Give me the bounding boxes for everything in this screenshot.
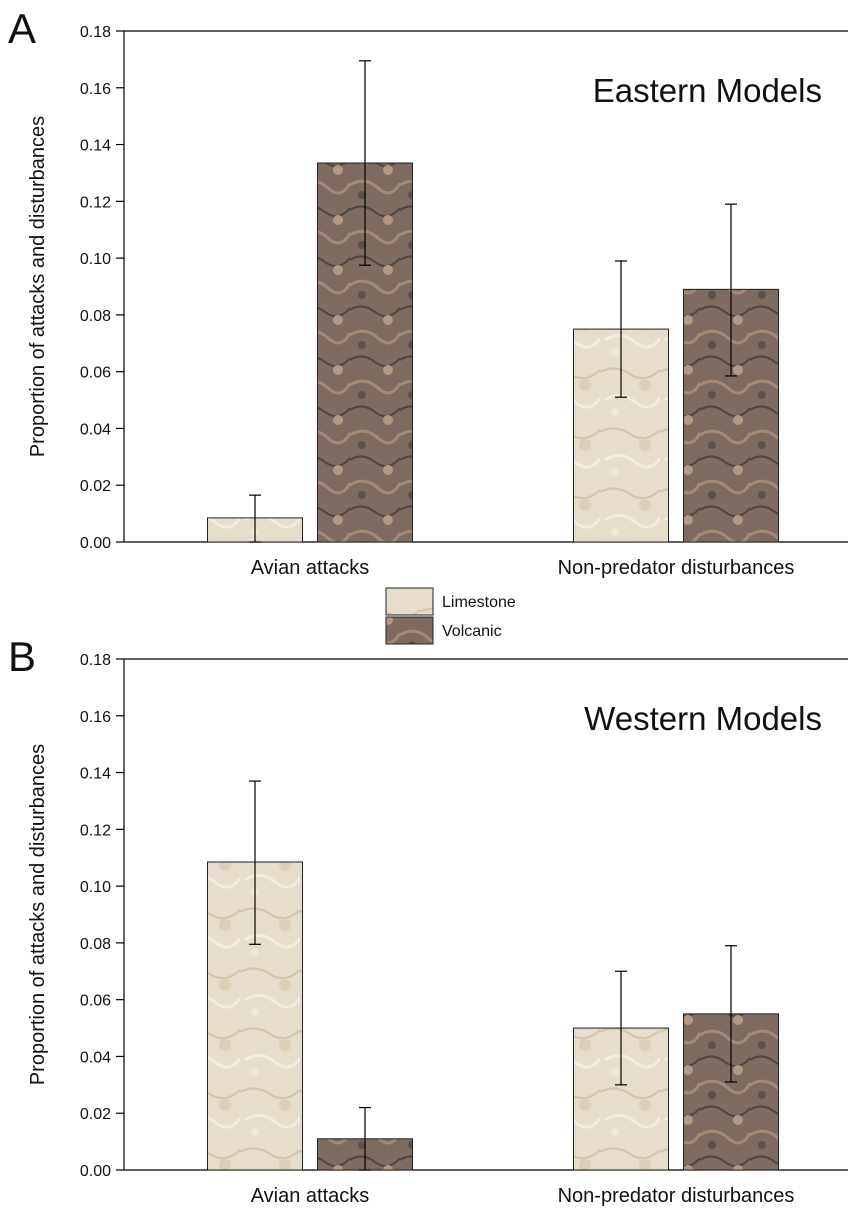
y-tick-label: 0.10 xyxy=(80,879,111,896)
legend-swatch xyxy=(385,587,434,616)
legend-label: Volcanic xyxy=(442,623,502,640)
y-axis-title: Proportion of attacks and disturbances xyxy=(27,744,49,1085)
y-tick-label: 0.04 xyxy=(80,421,111,438)
y-tick-label: 0.10 xyxy=(80,251,111,268)
legend-label: Limestone xyxy=(442,594,516,611)
y-tick-label: 0.02 xyxy=(80,478,111,495)
category-label: Avian attacks xyxy=(251,557,370,579)
category-label: Avian attacks xyxy=(251,1185,370,1207)
y-tick-label: 0.12 xyxy=(80,194,111,211)
legend: Limestone Volcanic xyxy=(385,587,516,645)
y-tick-label: 0.16 xyxy=(80,81,111,98)
panel-letter: B xyxy=(8,633,36,680)
y-tick-label: 0.04 xyxy=(80,1049,111,1066)
y-tick-label: 0.08 xyxy=(80,308,111,325)
y-tick-label: 0.08 xyxy=(80,936,111,953)
y-tick-label: 0.18 xyxy=(80,24,111,41)
y-tick-label: 0.06 xyxy=(80,993,111,1010)
y-tick-label: 0.14 xyxy=(80,138,111,155)
y-tick-label: 0.06 xyxy=(80,365,111,382)
panel-b: 0.00 0.02 0.04 0.06 0.08 0.10 0.12 0.14 0.16 0.18… xyxy=(8,633,848,1207)
y-tick-label: 0.12 xyxy=(80,822,111,839)
y-tick-label: 0.18 xyxy=(80,652,111,669)
y-tick-label: 0.16 xyxy=(80,709,111,726)
panel-title: Eastern Models xyxy=(593,72,822,109)
y-tick-label: 0.02 xyxy=(80,1106,111,1123)
y-tick-label: 0.14 xyxy=(80,766,111,783)
category-label: Non-predator disturbances xyxy=(558,1185,795,1207)
y-tick-label: 0.00 xyxy=(80,1163,111,1180)
y-tick-label: 0.00 xyxy=(80,535,111,552)
legend-swatch xyxy=(385,616,434,645)
panel-letter: A xyxy=(8,5,36,52)
panel-a: 0.00 0.02 0.04 0.06 0.08 0.10 0.12 0.14 0.16 0.18… xyxy=(8,5,848,579)
category-label: Non-predator disturbances xyxy=(558,557,795,579)
panel-title: Western Models xyxy=(584,700,822,737)
y-axis-title: Proportion of attacks and disturbances xyxy=(27,116,49,457)
